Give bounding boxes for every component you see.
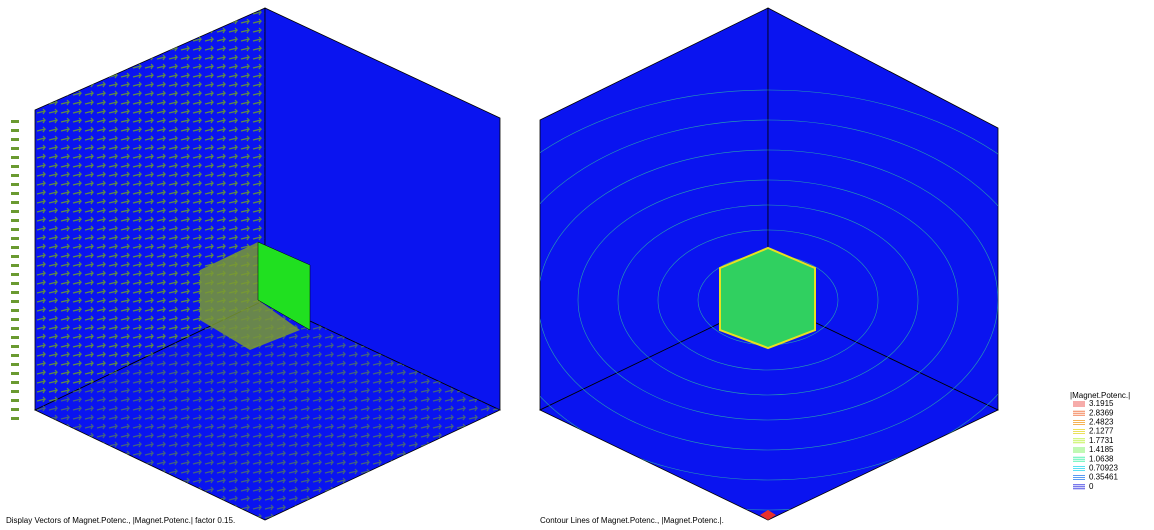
inner-cube	[719, 246, 816, 350]
legend: |Magnet.Potenc.| 3.19152.83692.48232.127…	[1070, 391, 1130, 491]
legend-value: 1.0638	[1089, 454, 1114, 463]
vector-view	[11, 7, 501, 521]
caption: Display Vectors of Magnet.Potenc., |Magn…	[6, 516, 235, 525]
legend-value: 2.1277	[1089, 427, 1114, 436]
legend-value: 0.35461	[1089, 473, 1118, 482]
legend-value: 2.4823	[1089, 418, 1114, 427]
contour-view	[539, 7, 999, 521]
legend-value: 0.70923	[1089, 464, 1118, 473]
legend-title: |Magnet.Potenc.|	[1070, 391, 1130, 400]
caption: Contour Lines of Magnet.Potenc., |Magnet…	[540, 516, 724, 525]
legend-value: 0	[1089, 482, 1094, 491]
legend-value: 1.7731	[1089, 436, 1114, 445]
vector-field	[35, 300, 500, 520]
inner-cube-vectors	[200, 242, 300, 350]
legend-value: 2.8369	[1089, 408, 1114, 417]
floor-face	[539, 299, 999, 521]
legend-value: 1.4185	[1089, 445, 1114, 454]
corner-hotspot	[760, 510, 776, 520]
inner-cube	[257, 241, 311, 331]
legend-value: 3.1915	[1089, 399, 1114, 408]
